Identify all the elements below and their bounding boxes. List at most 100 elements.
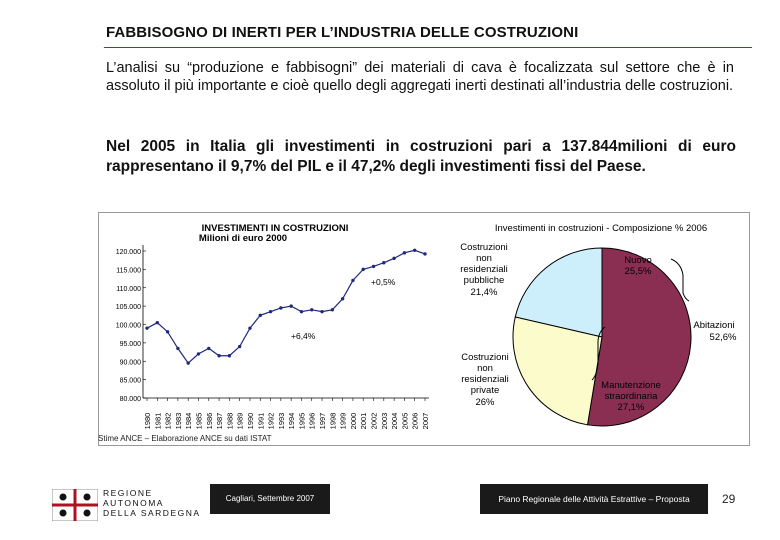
label-private-line-4: private — [471, 385, 500, 396]
x-tick-label: 1987 — [215, 413, 224, 430]
line-chart-point — [299, 309, 304, 314]
label-new-name: Nuovo — [624, 255, 651, 266]
label-private-value: 26% — [475, 397, 495, 408]
x-tick-label: 2005 — [400, 413, 409, 430]
x-tick-label: 2006 — [411, 413, 420, 430]
line-chart-point — [207, 346, 211, 351]
label-private-line-3: residenziali — [461, 374, 509, 385]
footer-date: Cagliari, Settembre 2007 — [210, 484, 330, 514]
y-tick-label: 95.000 — [120, 341, 142, 348]
page-title: FABBISOGNO DI INERTI PER L’INDUSTRIA DEL… — [106, 24, 579, 41]
x-tick-label: 1990 — [246, 413, 255, 430]
label-maintenance-line-2: straordinaria — [605, 391, 659, 402]
label-public-line-3: residenziali — [460, 264, 508, 275]
x-tick-label: 1998 — [328, 413, 337, 430]
region-line-2: AUTONOMA — [103, 498, 164, 508]
label-public-line-2: non — [476, 253, 492, 264]
line-chart-point — [248, 326, 252, 330]
x-tick-label: 1993 — [277, 413, 286, 430]
line-chart-point — [320, 309, 324, 314]
pie-slice-public — [514, 247, 603, 338]
line-chart-point — [392, 256, 396, 261]
x-tick-label: 1999 — [339, 413, 348, 430]
x-tick-label: 1984 — [184, 413, 193, 430]
y-tick-label: 90.000 — [120, 359, 142, 366]
x-tick-label: 2001 — [359, 413, 368, 430]
x-tick-label: 1985 — [194, 413, 203, 430]
label-public-value: 21,4% — [471, 287, 498, 298]
x-tick-label: 1981 — [153, 413, 162, 430]
line-chart-point — [237, 344, 242, 349]
region-name: REGIONE AUTONOMA DELLA SARDEGNA — [103, 488, 201, 518]
y-tick-label: 100.000 — [116, 323, 141, 330]
charts-svg: INVESTIMENTI IN COSTRUZIONI Milioni di e… — [116, 223, 737, 429]
line-chart-point — [186, 361, 190, 365]
line-chart-point — [196, 352, 201, 356]
line-chart-point — [227, 354, 232, 358]
line-chart-point — [330, 308, 335, 312]
line-chart-point — [165, 330, 170, 334]
line-chart-point — [423, 252, 427, 256]
y-tick-label: 80.000 — [120, 396, 142, 403]
line-chart-title: INVESTIMENTI IN COSTRUZIONI — [202, 223, 349, 234]
label-new-value: 25,5% — [625, 266, 652, 277]
x-tick-label: 2003 — [380, 413, 389, 430]
label-private: Costruzioni non residenziali private 26% — [461, 352, 509, 408]
label-residential-value: 52,6% — [710, 332, 737, 343]
x-tick-label: 1992 — [267, 413, 276, 430]
line-chart-point — [268, 309, 273, 314]
x-tick-label: 1983 — [174, 413, 183, 430]
x-tick-label: 1982 — [164, 413, 173, 430]
y-tick-label: 115.000 — [116, 267, 141, 274]
sardinia-coat-of-arms-icon — [52, 489, 98, 521]
intro-paragraph: L’analisi su “produzione e fabbisogni” d… — [106, 60, 734, 94]
line-chart-point — [258, 313, 262, 318]
label-public-line-4: pubbliche — [464, 275, 505, 286]
source-note: Stime ANCE – Elaborazione ANCE su dati I… — [98, 434, 272, 443]
page-number: 29 — [722, 492, 736, 506]
line-chart-point — [289, 304, 293, 308]
line-chart-point — [310, 308, 314, 312]
x-tick-label: 1989 — [236, 413, 245, 430]
x-tick-label: 1988 — [225, 413, 234, 430]
line-chart-point — [382, 261, 386, 265]
region-line-3: DELLA SARDEGNA — [103, 508, 201, 518]
label-private-line-2: non — [477, 363, 493, 374]
y-tick-label: 110.000 — [116, 286, 141, 293]
x-tick-label: 1994 — [287, 413, 296, 430]
pie-chart-title: Investimenti in costruzioni - Composizio… — [495, 223, 707, 234]
footer-plan-title: Piano Regionale delle Attività Estrattiv… — [480, 484, 708, 514]
annotation-growth-6-4: +6,4% — [291, 331, 316, 341]
pie-slice-residential — [586, 247, 692, 427]
x-tick-label: 1997 — [318, 413, 327, 430]
x-tick-label: 1986 — [205, 413, 214, 430]
line-chart: INVESTIMENTI IN COSTRUZIONI Milioni di e… — [116, 223, 430, 429]
x-tick-label: 1995 — [297, 413, 306, 430]
label-residential: Abitazioni 52,6% — [693, 320, 737, 343]
label-maintenance-value: 27,1% — [618, 402, 645, 413]
bracket-maintenance — [591, 326, 606, 381]
y-tick-label: 120.000 — [116, 249, 141, 256]
annotation-growth-0-5: +0,5% — [371, 277, 396, 287]
line-chart-point — [176, 346, 180, 351]
line-chart-point — [145, 326, 149, 330]
x-tick-label: 1980 — [143, 413, 152, 430]
bracket-new — [670, 258, 690, 302]
line-chart-point — [361, 267, 365, 272]
y-tick-label: 105.000 — [116, 304, 141, 311]
line-chart-point — [371, 264, 376, 269]
x-tick-label: 1991 — [256, 413, 265, 430]
region-line-1: REGIONE — [103, 488, 153, 498]
line-chart-point — [402, 251, 407, 255]
label-public: Costruzioni non residenziali pubbliche 2… — [460, 242, 508, 298]
line-chart-point — [340, 297, 345, 301]
label-private-line-1: Costruzioni — [461, 352, 509, 363]
line-chart-point — [279, 306, 283, 310]
charts-panel: INVESTIMENTI IN COSTRUZIONI Milioni di e… — [98, 212, 750, 446]
stat-paragraph: Nel 2005 in Italia gli investimenti in c… — [106, 138, 736, 175]
y-tick-label: 85.000 — [120, 378, 142, 385]
line-chart-point — [413, 248, 417, 252]
x-tick-label: 2000 — [349, 413, 358, 430]
line-chart-series-line — [146, 249, 426, 364]
label-residential-name: Abitazioni — [693, 320, 734, 331]
